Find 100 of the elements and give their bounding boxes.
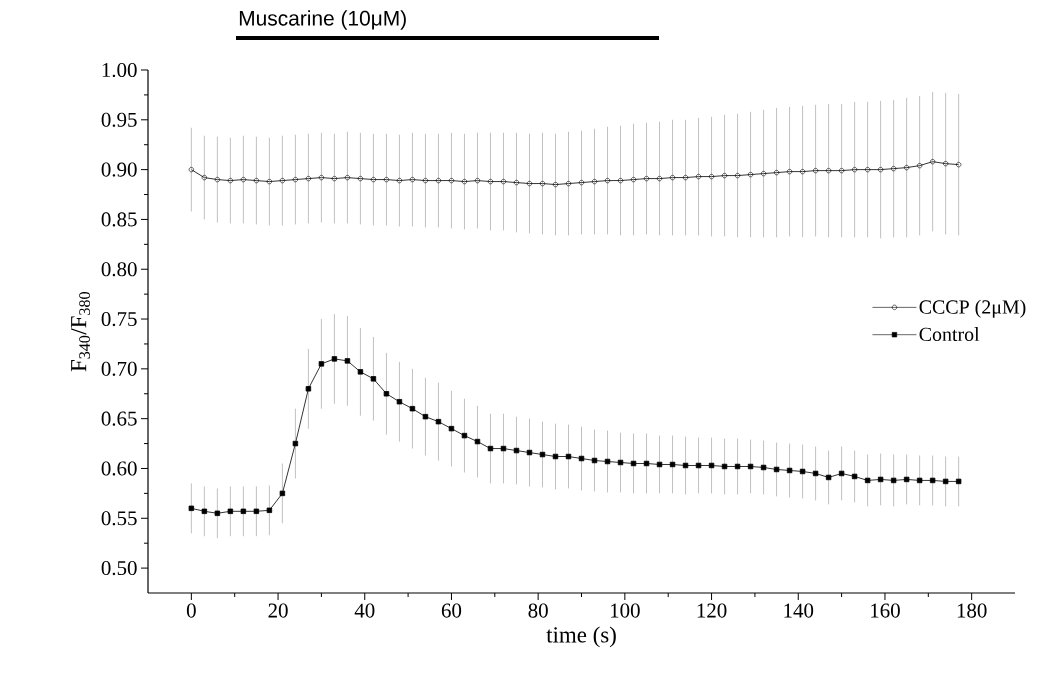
point	[279, 177, 285, 184]
point	[695, 174, 702, 180]
x-tick-label: 180	[957, 603, 987, 618]
point	[917, 163, 923, 169]
point	[630, 176, 637, 183]
point	[812, 470, 819, 477]
point	[747, 463, 754, 470]
point	[865, 167, 871, 173]
point	[461, 432, 468, 439]
text: Muscarine (10μM)	[239, 10, 406, 30]
point	[500, 178, 507, 185]
y-tick-label: 0.50	[101, 561, 137, 576]
point	[318, 174, 324, 181]
point	[227, 177, 233, 184]
x-tick-label: 120	[697, 603, 727, 618]
point	[878, 167, 884, 173]
point	[826, 168, 832, 174]
point	[773, 466, 780, 473]
point	[539, 180, 546, 187]
point	[800, 169, 806, 175]
point	[760, 464, 767, 471]
x-tick-label: 160	[871, 603, 900, 618]
point	[227, 508, 234, 514]
point	[773, 170, 780, 176]
point	[877, 476, 884, 483]
point	[422, 177, 429, 184]
point	[799, 468, 806, 475]
point	[591, 178, 598, 185]
point	[604, 177, 611, 184]
point	[370, 176, 377, 183]
point	[266, 507, 273, 514]
point	[760, 171, 767, 177]
point	[903, 476, 910, 483]
y-tick-label: 0.90	[101, 162, 137, 177]
point	[916, 477, 923, 484]
point	[396, 399, 403, 405]
point	[409, 176, 416, 183]
y-axis-title: F$_{340}$/F$_{380}$	[71, 292, 91, 372]
point	[786, 169, 793, 175]
point	[435, 418, 442, 425]
point	[656, 175, 663, 182]
point	[721, 463, 728, 470]
legend-label: CCCP (2μM)	[919, 299, 1026, 318]
point	[825, 474, 832, 481]
point	[617, 177, 624, 184]
point	[955, 478, 962, 485]
point	[201, 508, 208, 514]
point	[396, 177, 403, 184]
point	[305, 386, 312, 392]
point	[682, 174, 689, 181]
point	[786, 467, 793, 474]
point	[435, 177, 442, 184]
point	[669, 174, 676, 181]
point	[214, 176, 220, 183]
x-tick-label: 60	[441, 603, 462, 618]
y-tick-label: 0.65	[101, 411, 137, 426]
point	[188, 505, 195, 512]
y-tick-label: 1.00	[102, 62, 137, 78]
y-tick-label: 0.95	[101, 112, 137, 127]
point	[734, 173, 741, 179]
point	[838, 470, 845, 477]
point	[526, 180, 533, 187]
point	[292, 176, 298, 183]
point	[839, 168, 845, 174]
point	[409, 406, 416, 412]
point	[890, 477, 897, 484]
point	[240, 508, 247, 514]
x-axis-title: time (s)	[546, 626, 616, 648]
point	[734, 463, 741, 470]
point	[214, 510, 221, 516]
point	[929, 477, 936, 484]
point	[474, 177, 481, 184]
point	[344, 174, 350, 181]
y-tick-label: 0.80	[101, 262, 137, 277]
point	[305, 175, 311, 182]
y-tick-label: 0.75	[101, 311, 137, 327]
point	[578, 179, 585, 186]
point	[474, 438, 481, 445]
point	[331, 175, 337, 182]
point	[292, 440, 299, 447]
point	[344, 358, 351, 364]
point	[930, 159, 936, 165]
point	[279, 490, 286, 497]
point	[201, 174, 207, 181]
point	[864, 477, 871, 484]
point	[851, 473, 858, 480]
point	[513, 179, 520, 186]
point	[448, 425, 455, 432]
point	[318, 361, 325, 367]
point	[383, 176, 390, 183]
point	[904, 165, 910, 171]
point	[891, 166, 897, 172]
point	[357, 175, 364, 182]
point	[383, 391, 390, 397]
x-tick-label: 140	[784, 603, 814, 618]
x-tick-label: 40	[354, 603, 375, 618]
point	[266, 178, 272, 185]
point	[370, 376, 377, 382]
point	[422, 413, 429, 420]
point	[487, 178, 494, 185]
